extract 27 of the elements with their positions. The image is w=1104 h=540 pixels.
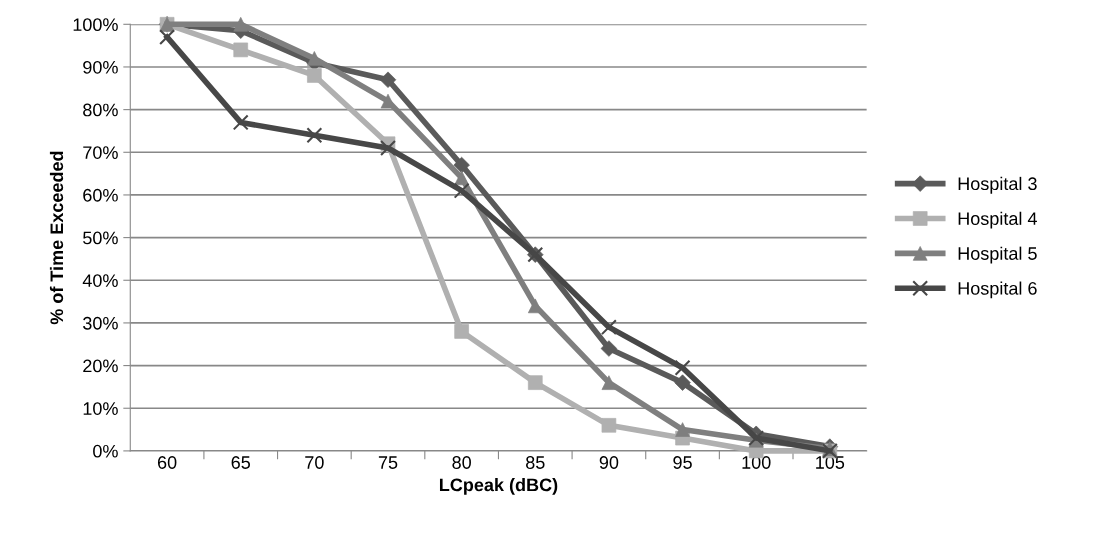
x-tick-label: 85 — [526, 456, 545, 469]
legend-label: Hospital 5 — [958, 246, 1037, 264]
y-tick-label: 90% — [83, 60, 118, 74]
x-tick-label: 95 — [673, 456, 692, 469]
legend-label: Hospital 3 — [958, 176, 1037, 194]
x-tick-label: 105 — [816, 456, 845, 469]
y-tick-label: 10% — [83, 402, 118, 415]
x-tick-label: 100 — [742, 456, 771, 469]
legend-label: Hospital 6 — [958, 281, 1037, 299]
x-tick-label: 60 — [157, 456, 177, 469]
y-tick-label: 0% — [93, 444, 118, 458]
y-tick-label: 100% — [73, 18, 118, 32]
y-tick-label: 80% — [83, 103, 118, 117]
y-axis-title: % of Time Exceeded — [49, 151, 64, 325]
x-tick-label: 90 — [599, 456, 619, 469]
x-tick-label: 70 — [305, 456, 324, 469]
y-tick-label: 30% — [83, 316, 118, 330]
x-tick-label: 75 — [378, 456, 398, 469]
y-tick-label: 60% — [83, 188, 118, 202]
y-tick-label: 70% — [83, 146, 118, 159]
y-tick-label: 50% — [83, 231, 118, 245]
y-tick-label: 20% — [83, 359, 118, 373]
x-tick-label: 80 — [452, 456, 471, 469]
y-tick-label: 40% — [82, 274, 118, 287]
x-tick-label: 65 — [231, 456, 251, 469]
legend-label: Hospital 4 — [958, 211, 1037, 229]
x-axis-title: LCpeak (dBC) — [439, 478, 558, 495]
